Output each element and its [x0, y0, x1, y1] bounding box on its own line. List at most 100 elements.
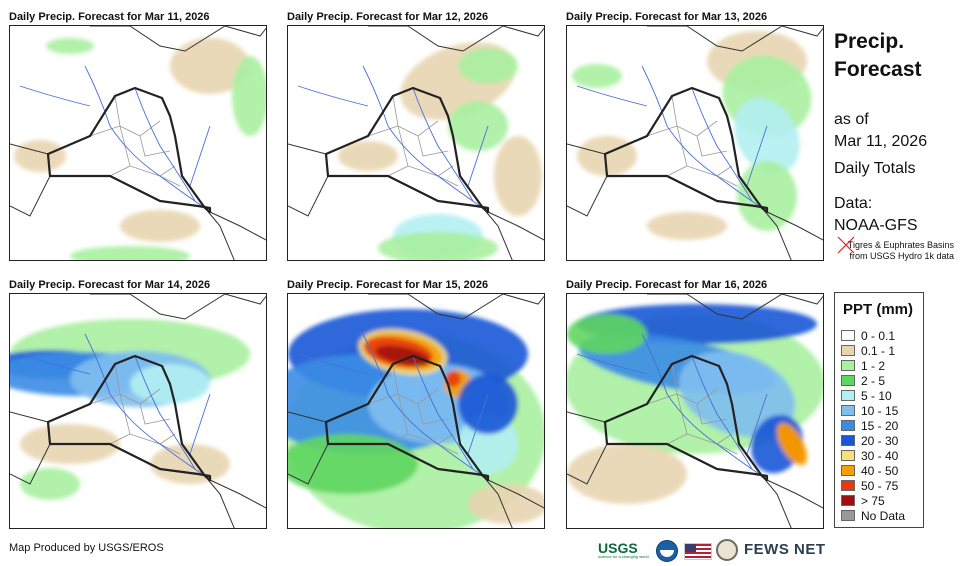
legend-item: 30 - 40	[841, 449, 898, 463]
legend-swatch	[841, 375, 855, 386]
district-border	[159, 175, 181, 187]
footer-credit: Map Produced by USGS/EROS	[9, 542, 164, 554]
country-border	[10, 443, 51, 485]
country-border	[209, 479, 266, 509]
river	[576, 353, 648, 375]
district-border	[367, 125, 399, 137]
side-title-line2: Forecast	[834, 58, 922, 81]
state-dept-seal-icon	[716, 539, 738, 561]
precip-blob	[378, 232, 498, 260]
precip-blob	[678, 351, 796, 437]
iraq-border	[46, 86, 212, 214]
river	[412, 87, 474, 202]
precip-blob	[567, 444, 687, 504]
basin-note: Tigres & Euphrates Basins from USGS Hydr…	[847, 240, 954, 261]
country-border	[761, 207, 792, 260]
map-panel-1	[9, 25, 267, 261]
precip-blob	[20, 468, 80, 500]
panel-title-1: Daily Precip. Forecast for Mar 11, 2026	[9, 11, 210, 23]
legend-swatch	[841, 390, 855, 401]
river	[189, 393, 211, 455]
river	[189, 125, 211, 187]
legend-item: 50 - 75	[841, 479, 898, 493]
precip-blob	[170, 38, 250, 94]
us-flag-icon	[684, 543, 712, 560]
legend-item: > 75	[841, 494, 885, 508]
river	[84, 65, 206, 209]
district-border	[387, 433, 409, 445]
river	[297, 85, 369, 107]
iraq-border	[603, 354, 769, 482]
country-border	[567, 411, 606, 423]
legend-item: 10 - 15	[841, 404, 898, 418]
legend-item: 2 - 5	[841, 374, 885, 388]
district-border	[437, 175, 459, 187]
legend-label: 30 - 40	[861, 449, 899, 463]
river	[134, 87, 196, 202]
legend-swatch	[841, 360, 855, 371]
river	[362, 333, 484, 477]
country-border	[288, 443, 329, 485]
precip-blob	[448, 101, 508, 151]
precip-blob	[232, 56, 266, 136]
precip-layer	[14, 38, 266, 260]
precip-blob	[458, 48, 518, 84]
data-source: NOAA-GFS	[834, 217, 918, 234]
district-border	[392, 95, 439, 137]
district-border	[89, 125, 121, 137]
legend-swatch	[841, 435, 855, 446]
country-border	[487, 479, 544, 509]
river	[691, 355, 753, 470]
country-border	[567, 443, 608, 485]
river	[576, 85, 648, 107]
iraq-border	[324, 86, 490, 214]
district-border	[397, 125, 454, 177]
basin-cross-icon	[837, 236, 855, 254]
precip-layer	[572, 31, 812, 240]
district-border	[119, 125, 176, 177]
legend-item: 5 - 10	[841, 389, 892, 403]
river	[641, 333, 763, 477]
iraq-border	[603, 86, 769, 214]
district-border	[109, 433, 131, 445]
usgs-logo-text: USGS	[598, 540, 638, 556]
precip-blob	[572, 64, 622, 88]
panel-title-6: Daily Precip. Forecast for Mar 16, 2026	[566, 279, 768, 291]
precip-blob	[120, 210, 200, 242]
district-border	[676, 125, 733, 177]
country-border	[487, 211, 544, 241]
country-border	[567, 143, 606, 155]
map-4-svg	[10, 294, 266, 528]
district-border	[671, 95, 718, 137]
period-label: Daily Totals	[834, 160, 916, 177]
district-border	[114, 95, 161, 137]
precip-blob	[70, 246, 190, 260]
district-border	[114, 363, 161, 405]
country-border	[90, 294, 226, 320]
as-of-date: Mar 11, 2026	[834, 133, 928, 150]
legend-swatch	[841, 450, 855, 461]
country-border	[647, 294, 783, 320]
precip-blob	[734, 98, 800, 174]
precip-blob	[647, 212, 727, 240]
district-border	[89, 393, 121, 405]
district-border	[109, 165, 131, 177]
district-border	[716, 443, 738, 455]
legend-label: 0.1 - 1	[861, 344, 896, 358]
district-border	[696, 135, 728, 157]
country-border	[288, 411, 327, 423]
map-6-svg	[567, 294, 823, 528]
district-border	[139, 135, 171, 157]
country-border	[10, 411, 49, 423]
river	[467, 393, 489, 455]
district-border	[646, 393, 678, 405]
precip-blob	[338, 141, 398, 171]
district-border	[716, 175, 738, 187]
precip-blob	[46, 38, 94, 54]
panel-title-5: Daily Precip. Forecast for Mar 15, 2026	[287, 279, 489, 291]
precip-blob	[375, 345, 431, 367]
noaa-logo	[656, 540, 678, 562]
country-border	[288, 143, 327, 155]
country-border	[10, 175, 51, 217]
river	[19, 85, 91, 107]
